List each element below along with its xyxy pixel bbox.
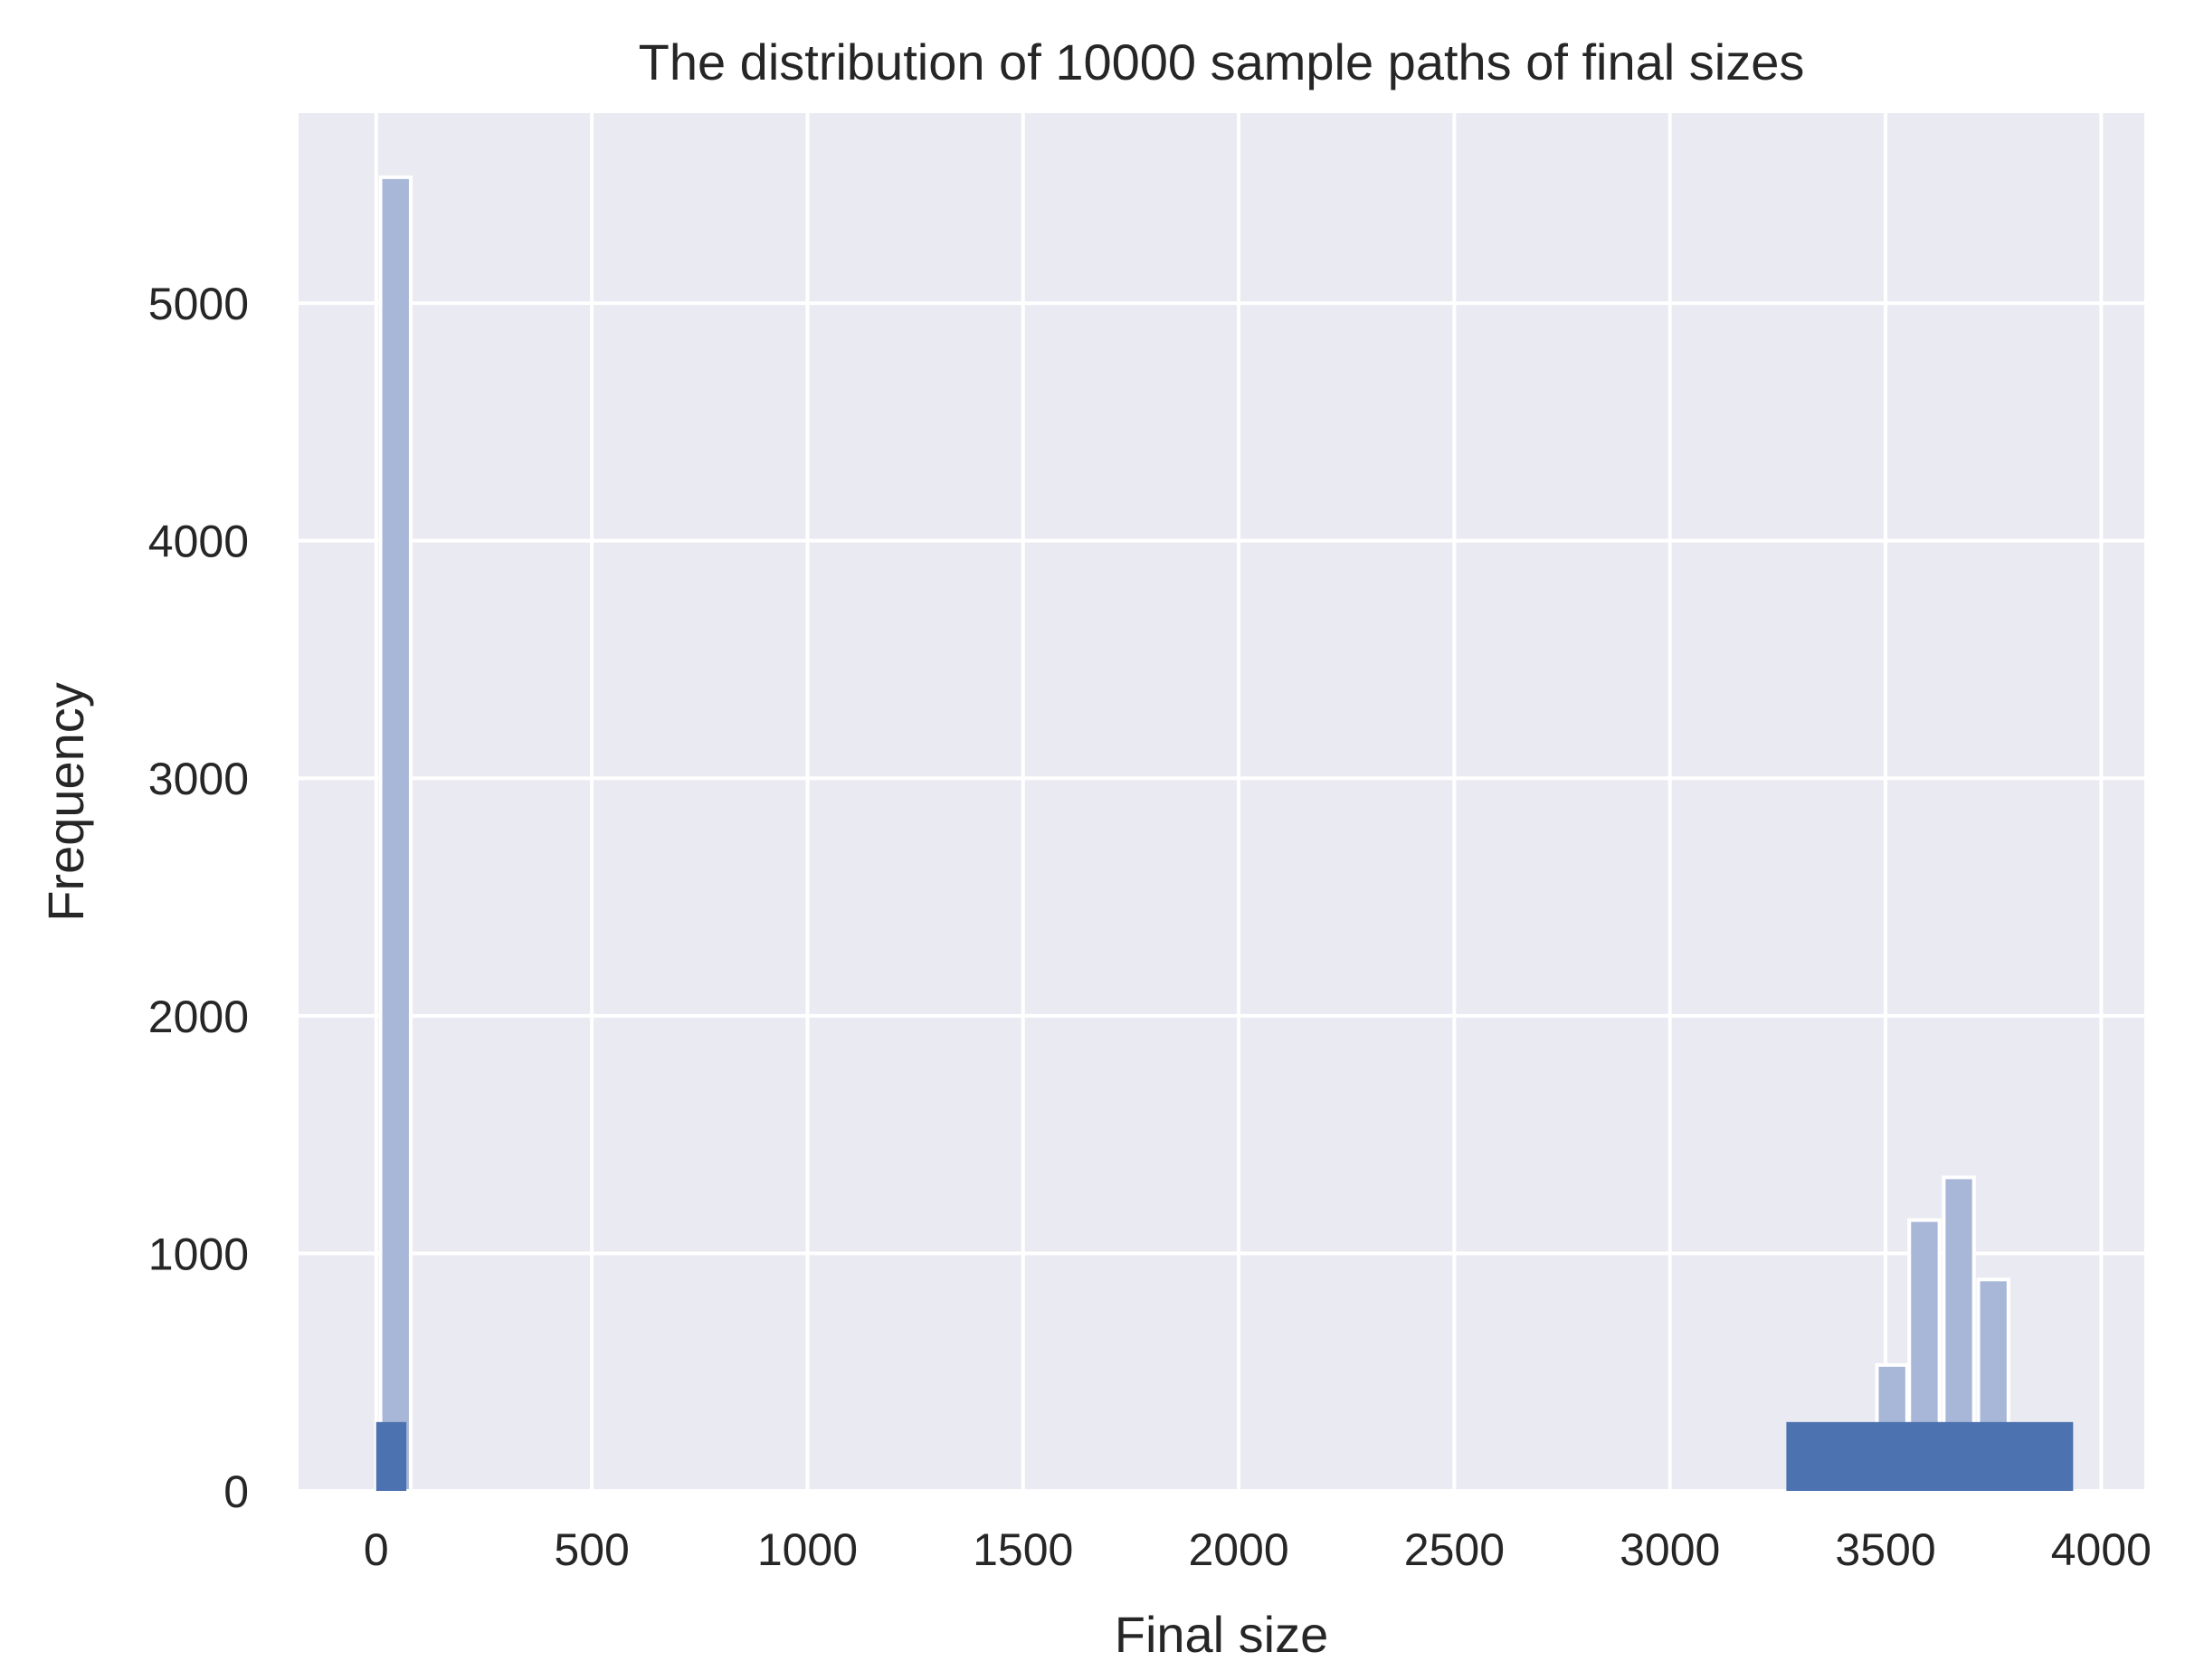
y-tick-label: 1000: [148, 1229, 249, 1279]
y-tick-label: 4000: [148, 517, 249, 567]
x-tick-label: 1500: [973, 1524, 1073, 1575]
x-tick-label: 2500: [1404, 1524, 1505, 1575]
x-tick-label: 500: [554, 1524, 629, 1575]
x-tick-label: 4000: [2051, 1524, 2152, 1575]
x-tick-label: 0: [364, 1524, 389, 1575]
y-tick-label: 0: [223, 1466, 249, 1517]
histogram-bar: [378, 175, 413, 1493]
grid-lines: [299, 113, 2144, 1493]
chart-title: The distribution of 10000 sample paths o…: [639, 33, 1805, 90]
y-tick-label: 3000: [148, 754, 249, 804]
x-tick-label: 3000: [1620, 1524, 1720, 1575]
y-axis-label: Frequency: [37, 682, 94, 922]
tick-labels: 0 500 1000 1500 2000 2500 3000 3500 4000 0 1000 200…: [148, 279, 2152, 1575]
rug-mark-cluster: [1786, 1421, 2074, 1491]
x-axis-label: Final size: [1115, 1606, 1329, 1663]
y-tick-label: 5000: [148, 279, 249, 329]
y-tick-label: 2000: [148, 992, 249, 1042]
x-tick-label: 2000: [1188, 1524, 1288, 1575]
x-tick-label: 3500: [1835, 1524, 1935, 1575]
rug-marks: [375, 1421, 2074, 1491]
rug-mark-cluster: [375, 1421, 407, 1491]
plot-background: [299, 113, 2144, 1491]
x-tick-label: 1000: [757, 1524, 858, 1575]
